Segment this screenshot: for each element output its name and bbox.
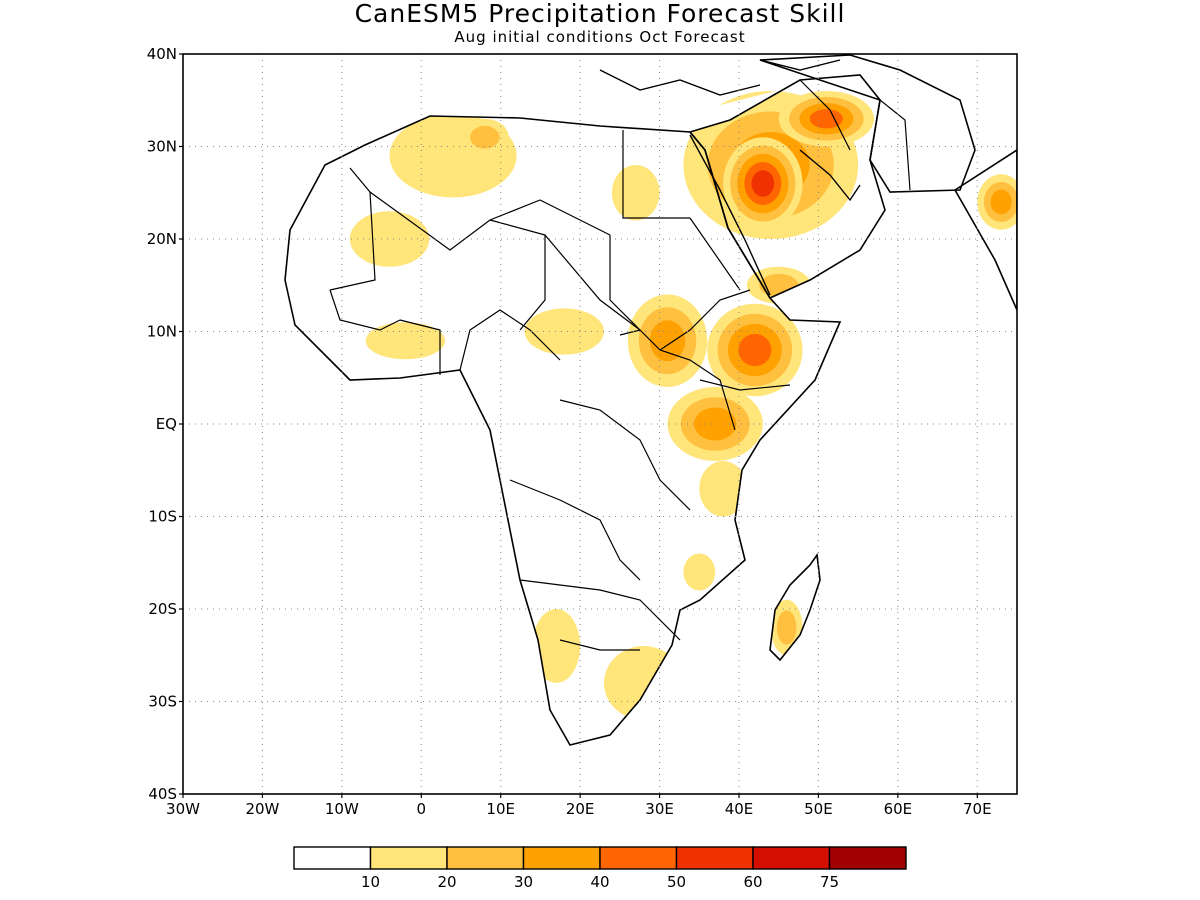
legend-label: 50 (667, 873, 686, 891)
legend-swatch (522, 846, 601, 870)
lat-label: 20N (147, 230, 177, 248)
lat-label: 40N (147, 45, 177, 63)
skill-contour (751, 170, 775, 197)
legend-label: 10 (361, 873, 380, 891)
lon-label: 50E (804, 800, 833, 818)
lon-label: 20E (566, 800, 595, 818)
skill-contour (649, 320, 686, 362)
legend-swatch (446, 846, 525, 870)
skill-contour (699, 461, 747, 517)
lat-label: 20S (148, 600, 177, 618)
skill-contour (776, 610, 797, 645)
legend-label: 60 (743, 873, 762, 891)
lon-label: 30W (166, 800, 200, 818)
legend-label: 40 (590, 873, 609, 891)
lon-label: 30E (645, 800, 674, 818)
skill-contour (809, 109, 843, 129)
skill-contour (603, 646, 684, 720)
lat-label: 30S (148, 693, 177, 711)
lon-label: 60E (884, 800, 913, 818)
graticule (183, 54, 1017, 794)
skill-contour (349, 211, 430, 267)
skill-contour (683, 553, 716, 591)
lat-label: EQ (156, 415, 177, 433)
map-subtitle: Aug initial conditions Oct Forecast (454, 28, 746, 46)
lat-label: 10N (147, 323, 177, 341)
skill-contour (990, 189, 1012, 215)
skill-shading (349, 91, 1017, 720)
latitude-labels: 40N 30N 20N 10N EQ 10S 20S 30S 40S (147, 45, 183, 803)
legend-label: 30 (514, 873, 533, 891)
color-legend: 10 20 30 40 50 60 75 (293, 846, 907, 891)
skill-contour (524, 308, 604, 355)
skill-contour (365, 322, 446, 360)
skill-contour (693, 407, 737, 441)
legend-swatch (293, 846, 372, 870)
lon-label: 10E (486, 800, 515, 818)
map-title: CanESM5 Precipitation Forecast Skill (354, 0, 846, 28)
legend-swatch (599, 846, 678, 870)
longitude-labels: 30W 20W 10W 0 10E 20E 30E 40E 50E 60E 70E (166, 794, 992, 818)
country-borders (329, 79, 911, 651)
skill-contour (738, 333, 772, 367)
lon-label: 70E (963, 800, 992, 818)
skill-contour (532, 609, 581, 683)
legend-swatch (675, 846, 754, 870)
legend-swatch (828, 846, 907, 870)
legend-swatch (752, 846, 831, 870)
legend-label: 20 (437, 873, 456, 891)
skill-contour (611, 165, 660, 221)
lat-label: 30N (147, 138, 177, 156)
lon-label: 10W (325, 800, 359, 818)
lat-label: 40S (148, 785, 177, 803)
lon-label: 40E (725, 800, 754, 818)
lon-label: 0 (417, 800, 427, 818)
coastlines (284, 54, 1017, 746)
lon-label: 20W (245, 800, 279, 818)
legend-label: 75 (820, 873, 839, 891)
skill-contour (470, 125, 500, 149)
lat-label: 10S (148, 508, 177, 526)
legend-swatch (369, 846, 448, 870)
